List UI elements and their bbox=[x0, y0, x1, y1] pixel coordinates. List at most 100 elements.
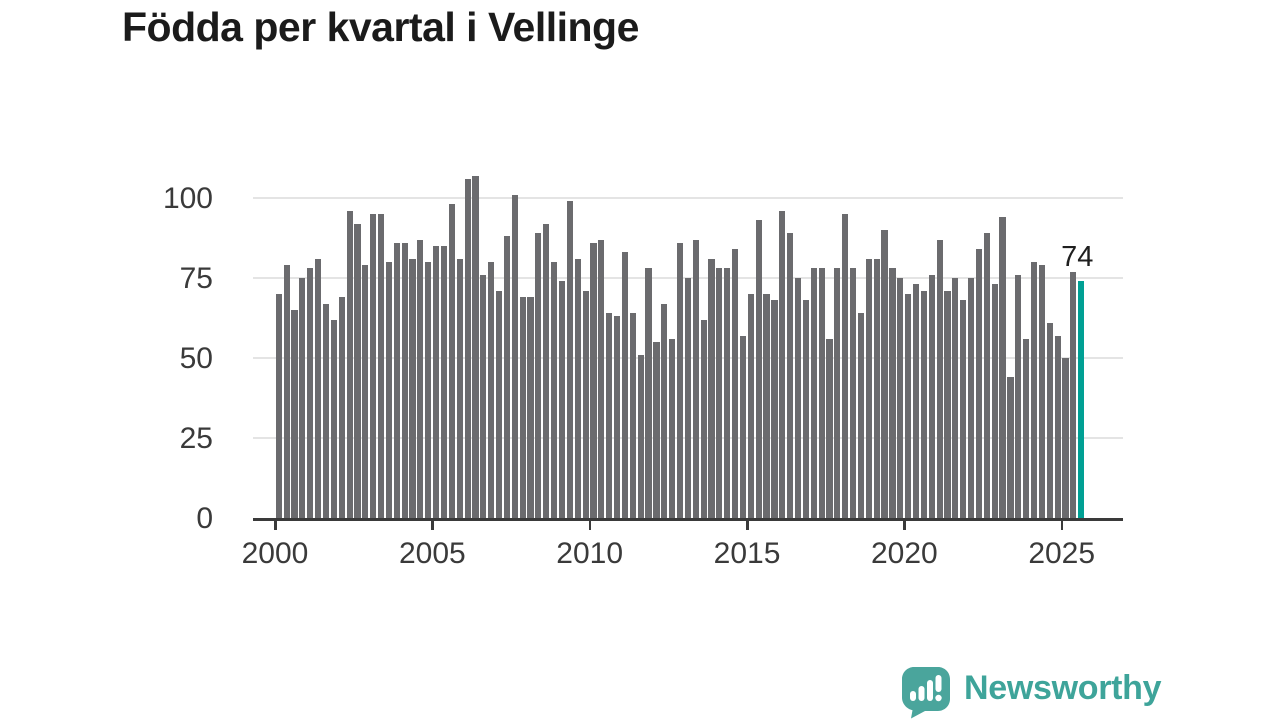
bar bbox=[606, 313, 613, 518]
bar bbox=[881, 230, 888, 518]
x-axis-line bbox=[253, 518, 1123, 521]
bar bbox=[999, 217, 1006, 518]
x-axis-tick bbox=[746, 521, 749, 530]
bar bbox=[983, 233, 990, 518]
bar bbox=[621, 252, 629, 518]
bar bbox=[1062, 358, 1069, 518]
bar bbox=[464, 178, 471, 518]
bar bbox=[692, 239, 699, 518]
bar bbox=[456, 258, 463, 518]
bar bbox=[928, 274, 935, 518]
bar bbox=[551, 262, 558, 518]
bar bbox=[676, 242, 684, 518]
bar bbox=[370, 214, 377, 518]
bar bbox=[480, 274, 487, 518]
bar bbox=[527, 297, 534, 518]
bar bbox=[1070, 271, 1077, 518]
bar bbox=[952, 278, 959, 518]
bar bbox=[842, 214, 849, 518]
bar bbox=[1015, 274, 1022, 518]
bar bbox=[912, 284, 920, 518]
bar bbox=[590, 242, 597, 518]
bar bbox=[417, 239, 424, 518]
bar bbox=[409, 258, 416, 518]
bar bbox=[724, 268, 731, 518]
newsworthy-logo-icon bbox=[901, 665, 951, 719]
bar bbox=[810, 268, 817, 518]
bar bbox=[684, 278, 691, 518]
bar bbox=[944, 290, 951, 518]
newsworthy-logo-text: Newsworthy bbox=[964, 669, 1162, 707]
bar bbox=[315, 258, 322, 518]
bar bbox=[519, 297, 526, 518]
bar bbox=[991, 284, 998, 518]
bar bbox=[574, 258, 581, 518]
bar bbox=[905, 294, 912, 518]
bar bbox=[967, 278, 975, 518]
bar bbox=[488, 262, 495, 518]
y-axis-tick-label: 75 bbox=[179, 262, 213, 295]
bar bbox=[425, 262, 432, 518]
bar bbox=[936, 239, 943, 518]
x-axis-tick bbox=[903, 521, 906, 530]
bar bbox=[763, 294, 770, 518]
x-axis-tick-label: 2000 bbox=[241, 537, 309, 570]
bar bbox=[818, 268, 825, 518]
bar bbox=[1054, 335, 1061, 518]
x-axis-tick-label: 2010 bbox=[556, 537, 624, 570]
bar bbox=[322, 303, 330, 518]
bar bbox=[779, 210, 786, 518]
y-axis-tick-label: 0 bbox=[196, 502, 213, 535]
bar bbox=[920, 290, 927, 518]
bar bbox=[1030, 262, 1038, 518]
bar bbox=[495, 290, 503, 518]
bar bbox=[275, 294, 282, 518]
x-axis-tick bbox=[1060, 521, 1064, 530]
bar bbox=[731, 249, 739, 518]
bar bbox=[385, 262, 393, 518]
bar bbox=[511, 194, 518, 518]
bar bbox=[645, 268, 652, 518]
bar bbox=[629, 313, 636, 518]
highlighted-bar bbox=[1078, 281, 1085, 518]
bar bbox=[346, 210, 353, 518]
bar bbox=[794, 278, 802, 518]
last-value-annotation: 74 bbox=[1061, 241, 1094, 274]
x-axis-tick bbox=[588, 521, 592, 530]
bar bbox=[433, 246, 440, 518]
bar bbox=[849, 268, 857, 518]
bar bbox=[873, 258, 880, 518]
x-axis-tick-label: 2015 bbox=[713, 537, 781, 570]
bar bbox=[661, 303, 668, 518]
x-axis-tick bbox=[274, 521, 277, 530]
bar bbox=[771, 300, 778, 518]
bar bbox=[448, 204, 455, 518]
gridline bbox=[253, 197, 1123, 199]
x-axis-tick-label: 2025 bbox=[1028, 537, 1096, 570]
bar bbox=[834, 268, 841, 518]
bar bbox=[865, 258, 872, 518]
chart-title: Födda per kvartal i Vellinge bbox=[122, 4, 639, 50]
bar bbox=[472, 175, 479, 518]
bar bbox=[440, 246, 448, 518]
bar bbox=[613, 316, 621, 518]
bar bbox=[653, 342, 660, 518]
bar bbox=[338, 297, 345, 518]
bar bbox=[1046, 322, 1053, 518]
bar bbox=[362, 265, 369, 518]
bar bbox=[716, 268, 723, 518]
bar bbox=[299, 278, 306, 518]
bar bbox=[1038, 265, 1045, 518]
bar bbox=[708, 258, 715, 518]
bar bbox=[291, 310, 298, 518]
bar bbox=[700, 319, 707, 518]
bar bbox=[787, 233, 794, 518]
bar bbox=[755, 220, 762, 518]
bar bbox=[975, 249, 983, 518]
y-axis-tick-label: 100 bbox=[162, 182, 213, 215]
y-axis-tick-label: 50 bbox=[179, 342, 213, 375]
bar bbox=[669, 338, 676, 518]
x-axis-tick-label: 2005 bbox=[398, 537, 466, 570]
bar bbox=[1023, 338, 1030, 518]
